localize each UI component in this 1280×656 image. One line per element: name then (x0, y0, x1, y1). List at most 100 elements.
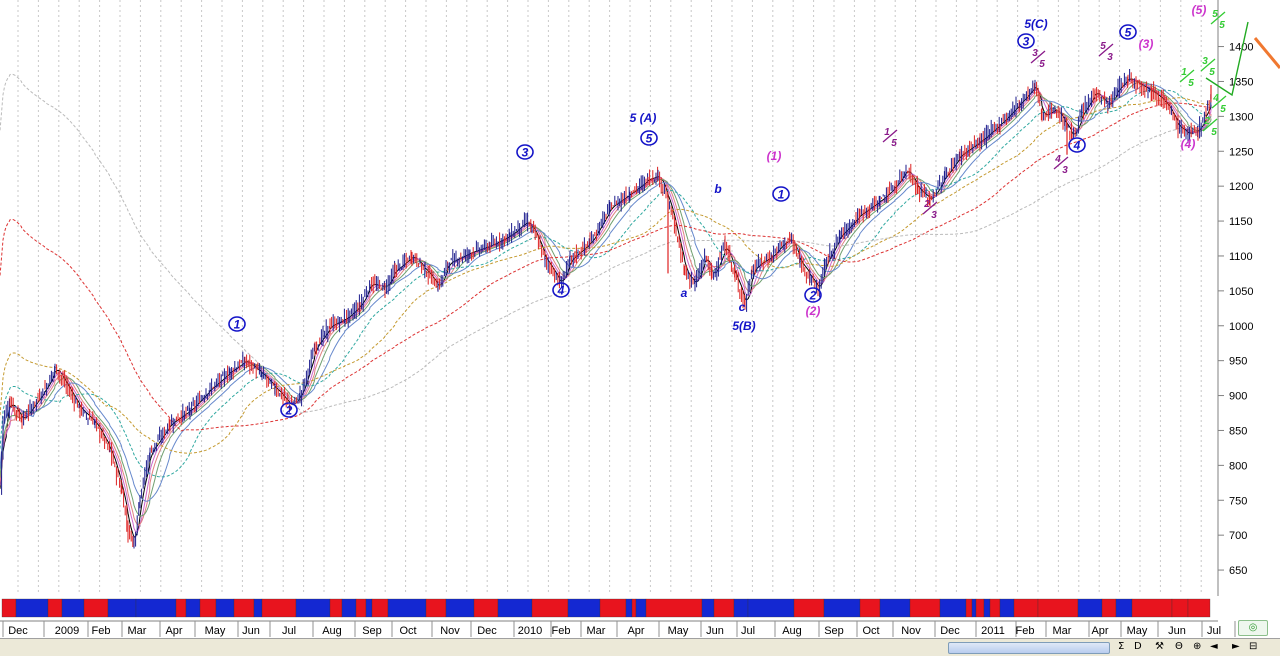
wave-fraction-top: 5 (1100, 41, 1106, 52)
wave-fraction-slash (882, 129, 898, 143)
tool-button[interactable]: ⚒ (1155, 641, 1164, 652)
y-tick-label: 650 (1229, 565, 1247, 577)
indicator-segment (83, 598, 109, 618)
indicator-segment (645, 598, 703, 618)
y-tick-label: 1300 (1229, 111, 1253, 123)
horizontal-scrollbar-thumb[interactable] (948, 642, 1110, 654)
zoom-out-button[interactable]: Θ (1175, 641, 1183, 652)
wave-fraction-slash (1200, 58, 1216, 72)
wave-label: c (739, 300, 746, 314)
x-tick-label: Apr (627, 625, 644, 637)
x-tick-label: Aug (782, 625, 802, 637)
wave-label-circle (640, 130, 658, 146)
wave-fraction-slash (922, 201, 938, 215)
scroll-right-button[interactable]: ► (1232, 641, 1240, 652)
y-tick-label: 1400 (1229, 42, 1253, 54)
indicator-segment (965, 598, 973, 618)
wave-fraction-top: 4 (1054, 154, 1061, 165)
wave-label-circle (516, 144, 534, 160)
wave-label: 5(B) (732, 319, 755, 333)
vertical-grid (17, 0, 1202, 594)
indicator-segment (1077, 598, 1103, 618)
moving-average-line (0, 73, 1212, 414)
wave-fraction-bottom: 3 (1062, 165, 1068, 176)
indicator-segment (635, 598, 647, 618)
indicator-segment (1131, 598, 1173, 618)
y-tick-label: 1250 (1229, 146, 1253, 158)
wave-label: 2 (285, 404, 293, 418)
stock-chart: 6507007508008509009501000105011001150120… (0, 0, 1280, 637)
price-bars (1, 69, 1212, 549)
y-tick-label: 750 (1229, 495, 1247, 507)
wave-label: 4 (557, 284, 565, 298)
indicator-bar (1, 598, 1211, 618)
wave-label-circle (1068, 137, 1086, 153)
x-tick-label: Sep (824, 625, 844, 637)
indicator-segment (185, 598, 201, 618)
status-bar: Σ D ⚒ Θ ⊕ ◄ ► ⊟ (0, 638, 1280, 656)
wave-fraction-top: 2 (1203, 116, 1210, 127)
d-button[interactable]: D (1134, 641, 1142, 652)
x-tick-label: Apr (1091, 625, 1108, 637)
indicator-segment (747, 598, 795, 618)
x-tick-label: Feb (552, 625, 571, 637)
moving-average-line (0, 79, 1212, 533)
corner-button[interactable]: ◎ (1238, 620, 1268, 636)
wave-fraction-bottom: 5 (891, 138, 897, 149)
wave-label: (3) (1139, 37, 1154, 51)
wave-label: b (714, 182, 721, 196)
x-tick-label: Jul (741, 625, 755, 637)
indicator-segment (135, 598, 177, 618)
wave-label: 1 (234, 318, 241, 332)
wave-label: 3 (1023, 35, 1030, 49)
wave-label-circle (1119, 24, 1137, 40)
sum-button[interactable]: Σ (1118, 641, 1125, 652)
fit-button[interactable]: ⊟ (1249, 641, 1258, 652)
x-tick-label: Dec (8, 625, 28, 637)
x-tick-label: Mar (1053, 625, 1072, 637)
scroll-left-button[interactable]: ◄ (1210, 641, 1218, 652)
wave-fraction-top: 1 (884, 127, 890, 138)
wave-fraction-slash (1202, 118, 1218, 132)
indicator-segment (713, 598, 735, 618)
x-tick-label: 2011 (981, 625, 1005, 637)
indicator-segment (1013, 598, 1039, 618)
time-axis: Dec 2009 Feb Mar Apr May Jun Jul Aug Sep Oct Nov Dec… (0, 620, 1236, 637)
moving-average-line (0, 97, 1212, 454)
y-tick-label: 850 (1229, 425, 1247, 437)
y-tick-label: 950 (1229, 356, 1247, 368)
x-tick-label: May (668, 625, 689, 637)
indicator-segment (445, 598, 475, 618)
wave-label: 4 (1073, 139, 1081, 153)
indicator-segment (253, 598, 263, 618)
indicator-segment (879, 598, 911, 618)
moving-averages (0, 73, 1212, 538)
indicator-segment (1115, 598, 1133, 618)
wave-label: 1 (778, 188, 785, 202)
indicator-segment (175, 598, 187, 618)
indicator-segment (983, 598, 991, 618)
wave-fraction-top: 2 (923, 199, 930, 210)
indicator-segment (261, 598, 297, 618)
indicator-segment (365, 598, 373, 618)
indicator-segment (107, 598, 137, 618)
x-tick-label: Feb (1016, 625, 1035, 637)
wave-label-circle (552, 282, 570, 298)
x-tick-label: Mar (587, 625, 606, 637)
wave-fraction-bottom: 5 (1039, 59, 1045, 70)
indicator-segment (631, 598, 637, 618)
y-tick-label: 1150 (1229, 216, 1253, 228)
indicator-segment (859, 598, 881, 618)
price-axis: 650 700 750 800 850 900 950 1000 1050 1100 1150 120… (1218, 42, 1253, 577)
x-tick-label: Sep (362, 625, 382, 637)
x-tick-label: Jul (1207, 625, 1221, 637)
indicator-segment (199, 598, 217, 618)
indicator-segment (425, 598, 447, 618)
y-tick-label: 800 (1229, 460, 1247, 472)
y-tick-label: 1200 (1229, 181, 1253, 193)
zoom-in-button[interactable]: ⊕ (1193, 641, 1202, 652)
indicator-segment (531, 598, 569, 618)
moving-average-line (0, 78, 1212, 538)
indicator-segment (47, 598, 63, 618)
